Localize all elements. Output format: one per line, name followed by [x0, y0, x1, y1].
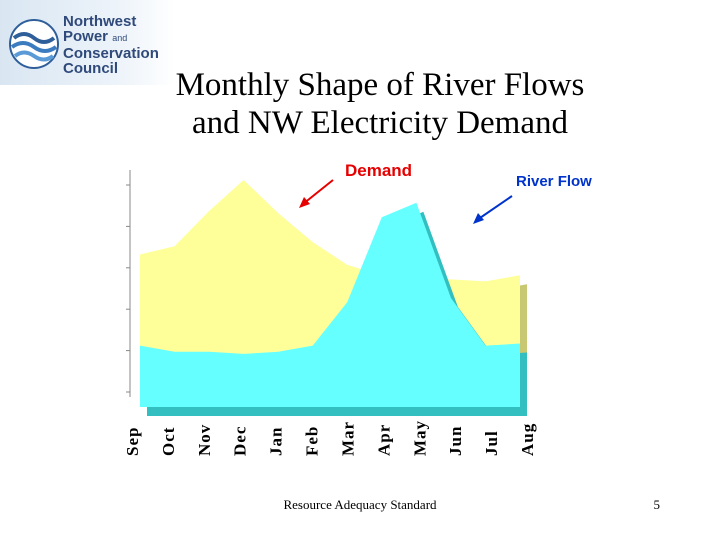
council-wave-logo-icon [9, 19, 59, 69]
demand-point [484, 280, 487, 283]
demand-point [173, 245, 176, 248]
demand-point [449, 278, 452, 281]
logo-area: Northwest Power and Conservation Council [0, 0, 175, 85]
x-tick-label: May [410, 420, 429, 456]
logo-line-3: Conservation [63, 45, 159, 62]
river-flow-point [173, 350, 176, 353]
river-flow-annotation-label: River Flow [516, 173, 592, 190]
x-tick-label: Aug [518, 423, 537, 456]
x-tick-label: Nov [195, 424, 214, 456]
logo-line-1: Northwest [63, 13, 137, 30]
slide-title: Monthly Shape of River Flows and NW Elec… [120, 66, 640, 142]
x-tick-label: Jun [446, 426, 465, 456]
river-flow-arrow-head [473, 213, 484, 224]
river-flow-annotation-arrow [476, 195, 513, 221]
river-flow-point [208, 350, 211, 353]
river-flow-point [242, 352, 245, 355]
demand-point [346, 263, 349, 266]
logo-line-4: Council [63, 60, 118, 77]
demand-point [139, 253, 142, 256]
river-flow-point [519, 342, 522, 345]
council-logo-text: Northwest Power and Conservation Council [63, 14, 159, 76]
river-flow-point [415, 201, 418, 204]
demand-arrow-head [299, 197, 310, 208]
demand-point [519, 274, 522, 277]
x-tick-label: Apr [374, 424, 393, 456]
river-flow-point [449, 296, 452, 299]
logo-line-2-small: and [112, 33, 128, 43]
river-flow-point [311, 344, 314, 347]
x-tick-label: Jul [482, 430, 501, 456]
river-flow-point [277, 350, 280, 353]
x-tick-label: Oct [159, 427, 178, 456]
logo-line-2: Power and [63, 28, 128, 45]
footer-text: Resource Adequacy Standard [283, 497, 437, 512]
river-flow-point [139, 344, 142, 347]
slide-title-line-1: Monthly Shape of River Flows [175, 67, 585, 103]
demand-point [311, 241, 314, 244]
river-flow-point [346, 301, 349, 304]
demand-point [208, 210, 211, 213]
demand-point [277, 212, 280, 215]
river-flow-point [484, 344, 487, 347]
x-tick-label: Mar [338, 421, 357, 456]
demand-point [242, 179, 245, 182]
page-number: 5 [653, 497, 661, 512]
demand-annotation-arrow [302, 179, 334, 205]
x-tick-label: Jan [267, 427, 286, 456]
x-tick-label: Dec [231, 426, 250, 456]
river-flow-area [140, 202, 520, 407]
slide-title-line-2: and NW Electricity Demand [191, 105, 568, 141]
demand-annotation-label: Demand [345, 161, 412, 180]
river-flow-point [380, 216, 383, 219]
x-tick-label: Sep [123, 427, 142, 456]
x-tick-label: Feb [303, 426, 322, 456]
